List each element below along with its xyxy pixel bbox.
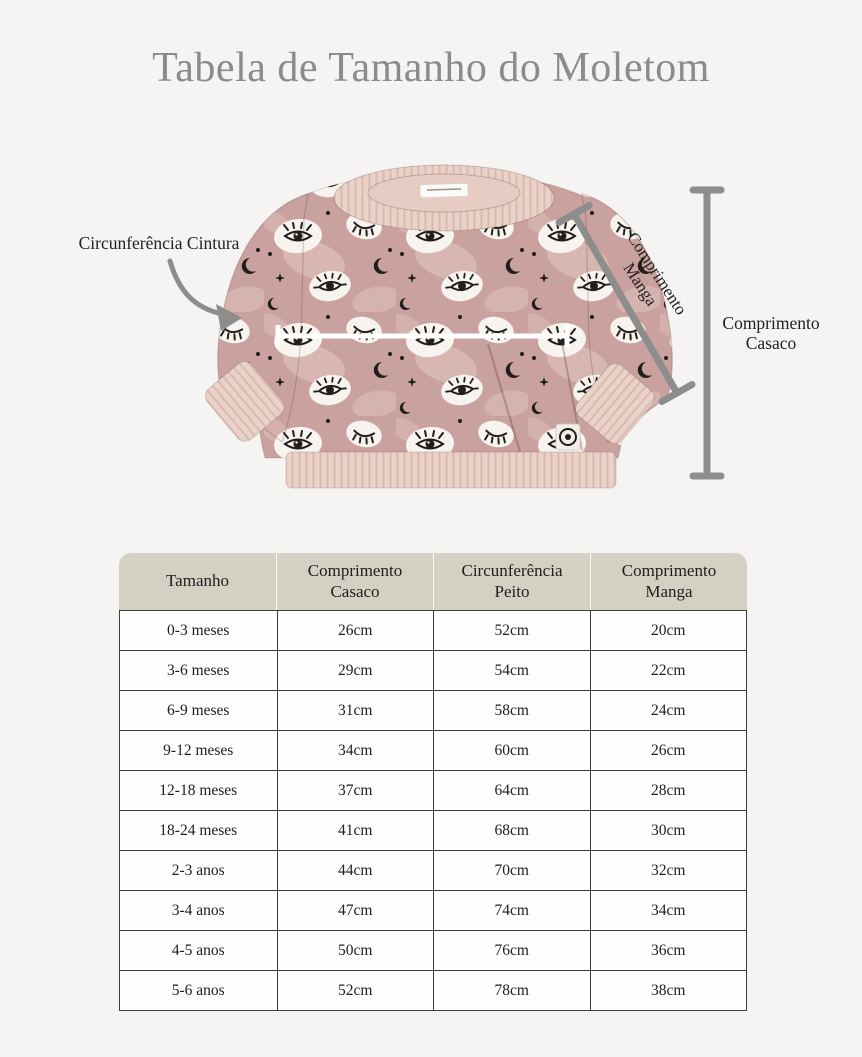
sweatshirt-collar <box>333 164 555 232</box>
table-row: 2-3 anos 44cm 70cm 32cm <box>120 850 746 890</box>
table-cell: 36cm <box>589 931 747 970</box>
table-cell: 68cm <box>433 811 590 850</box>
sweatshirt-hem <box>285 451 617 489</box>
table-cell: 47cm <box>276 891 434 930</box>
chest-measure-line <box>275 325 570 347</box>
table-cell: 76cm <box>433 931 590 970</box>
table-row: 3-4 anos 47cm 74cm 34cm <box>120 890 746 930</box>
sleeve-measure-line <box>555 202 696 405</box>
table-cell: 20cm <box>589 611 747 650</box>
table-cell: 22cm <box>589 651 747 690</box>
table-cell: 28cm <box>589 771 747 810</box>
table-cell: 3-6 meses <box>167 662 230 679</box>
brand-tag <box>555 423 581 451</box>
table-cell: 52cm <box>433 611 590 650</box>
table-cell: 74cm <box>433 891 590 930</box>
table-header-row: Tamanho Comprimento Casaco Circunferência … <box>119 553 747 611</box>
table-cell: 26cm <box>589 731 747 770</box>
table-cell: 32cm <box>589 851 747 890</box>
table-cell: 44cm <box>276 851 434 890</box>
table-header-cell: Circunferência Peito <box>433 553 590 610</box>
table-cell: 34cm <box>589 891 747 930</box>
sweatshirt-cuff-left <box>205 361 285 442</box>
table-cell: 37cm <box>276 771 434 810</box>
coat-measure-line <box>689 186 725 480</box>
waist-curved-arrow <box>167 258 242 331</box>
table-row: 5-6 anos 52cm 78cm 38cm <box>120 970 746 1010</box>
table-cell: 24cm <box>589 691 747 730</box>
coat-length-label-line1: Comprimento <box>722 313 820 333</box>
table-cell: 60cm <box>433 731 590 770</box>
table-cell: 78cm <box>433 971 590 1010</box>
waist-circumference-label: Circunferência Cintura <box>78 233 240 253</box>
table-cell: 26cm <box>276 611 434 650</box>
table-cell: 9-12 meses <box>163 742 234 759</box>
table-cell: 54cm <box>433 651 590 690</box>
table-row: 4-5 anos 50cm 76cm 36cm <box>120 930 746 970</box>
table-cell: 38cm <box>589 971 747 1010</box>
coat-length-label: Comprimento Casaco <box>696 313 846 353</box>
table-row: 12-18 meses 37cm 64cm 28cm <box>120 770 746 810</box>
table-cell: 6-9 meses <box>167 702 230 719</box>
sweatshirt-diagram <box>167 164 725 489</box>
table-cell: 70cm <box>433 851 590 890</box>
table-cell: 31cm <box>276 691 434 730</box>
table-cell: 30cm <box>589 811 747 850</box>
table-cell: 18-24 meses <box>159 822 238 839</box>
table-row: 9-12 meses 34cm 60cm 26cm <box>120 730 746 770</box>
table-row: 6-9 meses 31cm 58cm 24cm <box>120 690 746 730</box>
table-header-cell: Comprimento Casaco <box>276 553 433 610</box>
table-cell: 3-4 anos <box>171 902 225 919</box>
table-cell: 58cm <box>433 691 590 730</box>
table-cell: 0-3 meses <box>167 622 230 639</box>
table-row: 18-24 meses 41cm 68cm 30cm <box>120 810 746 850</box>
table-cell: 4-5 anos <box>171 942 225 959</box>
collar-tag <box>419 182 469 199</box>
coat-length-label-line2: Casaco <box>745 333 797 354</box>
table-cell: 5-6 anos <box>171 982 225 999</box>
table-cell: 29cm <box>276 651 434 690</box>
table-header-cell: Comprimento Manga <box>590 553 747 610</box>
table-cell: 64cm <box>433 771 590 810</box>
sweatshirt-cuff-right <box>575 363 655 444</box>
table-row: 0-3 meses 26cm 52cm 20cm <box>120 611 746 650</box>
table-body: 0-3 meses 26cm 52cm 20cm 3-6 meses 29cm 54cm 22… <box>119 611 747 1011</box>
table-cell: 50cm <box>276 931 434 970</box>
size-table: Tamanho Comprimento Casaco Circunferência … <box>119 553 747 1011</box>
table-row: 3-6 meses 29cm 54cm 22cm <box>120 650 746 690</box>
table-cell: 41cm <box>276 811 434 850</box>
table-cell: 34cm <box>276 731 434 770</box>
table-header-cell: Tamanho <box>165 571 229 591</box>
table-cell: 12-18 meses <box>159 782 238 799</box>
table-cell: 52cm <box>276 971 434 1010</box>
page-title: Tabela de Tamanho do Moletom <box>152 45 710 91</box>
table-cell: 2-3 anos <box>171 862 225 879</box>
